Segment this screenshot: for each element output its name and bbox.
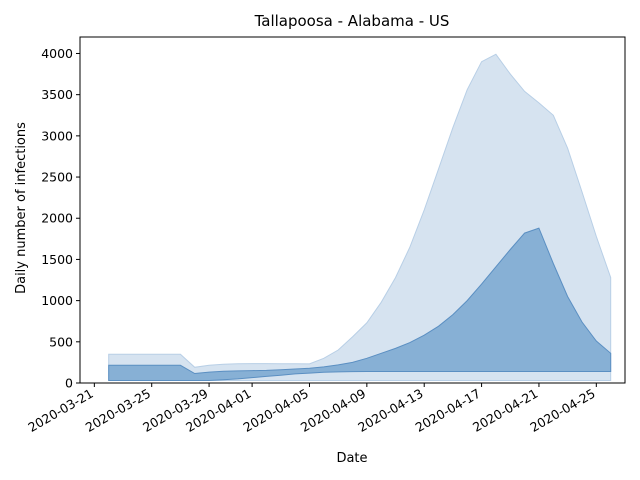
y-tick-label: 1000 — [41, 293, 73, 308]
plot-frame — [79, 36, 626, 384]
chart-title: Tallapoosa - Alabama - US — [254, 12, 450, 30]
y-tick-label: 1500 — [41, 252, 73, 267]
y-tick-label: 500 — [49, 334, 73, 349]
y-tick-label: 3000 — [41, 128, 73, 143]
plot-area — [108, 53, 612, 381]
y-axis-title: Daily number of infections — [14, 122, 29, 294]
y-tick-label: 2500 — [41, 170, 73, 185]
y-tick-label: 4000 — [41, 46, 73, 61]
y-tick-label: 2000 — [41, 211, 73, 226]
x-axis-title: Date — [336, 451, 367, 466]
y-tick-label: 3500 — [41, 87, 73, 102]
inner-uncertainty-band — [108, 227, 612, 381]
y-tick-label: 0 — [65, 376, 73, 391]
x-tick-label: 2020-04-25 — [527, 386, 597, 435]
